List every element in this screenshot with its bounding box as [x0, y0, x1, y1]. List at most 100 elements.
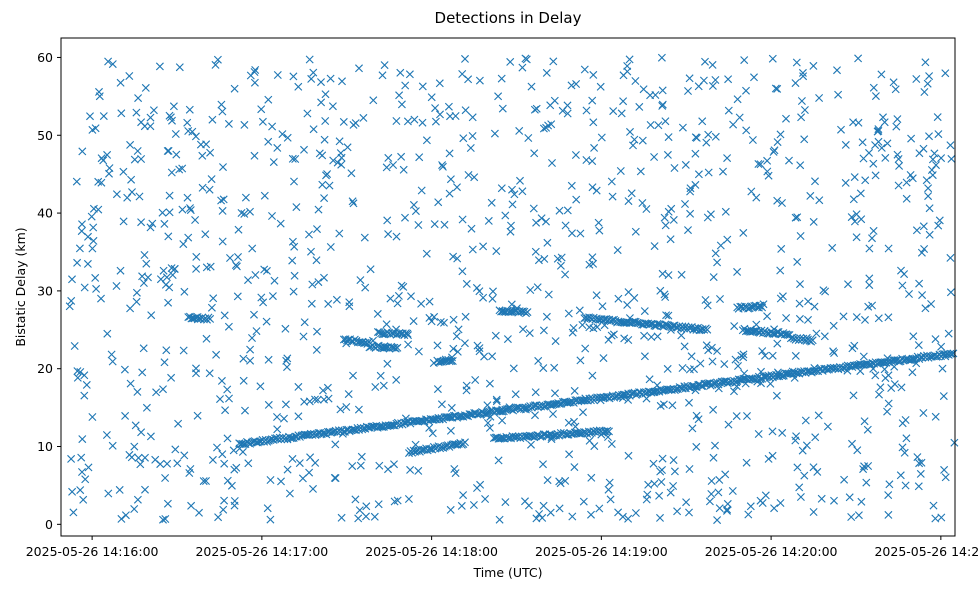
- scatter-point: [704, 168, 713, 177]
- scatter-point: [525, 329, 534, 338]
- chart-title: Detections in Delay: [435, 9, 582, 27]
- track-point: [736, 375, 745, 384]
- track-point: [647, 388, 656, 397]
- scatter-point: [914, 482, 923, 491]
- scatter-point: [208, 455, 217, 464]
- scatter-point: [768, 451, 777, 460]
- scatter-point: [664, 271, 673, 280]
- scatter-point: [950, 438, 959, 447]
- scatter-point: [773, 84, 782, 93]
- scatter-point: [740, 56, 749, 65]
- scatter-point: [218, 107, 227, 116]
- scatter-point: [163, 147, 172, 155]
- scatter-point: [527, 440, 535, 449]
- scatter-point: [841, 178, 850, 187]
- scatter-point: [480, 352, 489, 361]
- scatter-point: [475, 344, 484, 353]
- scatter-point: [686, 187, 695, 196]
- scatter-point: [94, 177, 103, 186]
- y-tick-label: 60: [37, 50, 53, 65]
- scatter-point: [542, 312, 551, 321]
- scatter-point: [613, 246, 622, 255]
- scatter-point: [384, 230, 393, 239]
- scatter-point: [705, 497, 714, 506]
- scatter-point: [356, 461, 365, 470]
- track-point: [765, 373, 774, 382]
- scatter-point: [175, 63, 184, 72]
- scatter-point: [515, 126, 524, 135]
- scatter-point: [511, 390, 520, 399]
- scatter-point: [580, 65, 589, 74]
- scatter-point: [357, 452, 366, 461]
- scatter-point: [107, 350, 116, 359]
- scatter-point: [86, 112, 94, 121]
- x-tick-label: 2025-05-26 14:16:00: [26, 544, 159, 559]
- scatter-point: [457, 501, 466, 510]
- scatter-point: [853, 446, 862, 455]
- scatter-point: [425, 313, 434, 322]
- scatter-point: [723, 499, 732, 508]
- scatter-point: [716, 241, 725, 250]
- scatter-point: [401, 213, 409, 222]
- scatter-point: [300, 397, 309, 406]
- scatter-point: [619, 97, 628, 106]
- scatter-point: [130, 505, 139, 513]
- scatter-point: [927, 300, 936, 308]
- scatter-point: [289, 287, 298, 296]
- scatter-point: [874, 314, 883, 323]
- scatter-point: [624, 451, 633, 460]
- scatter-point: [491, 331, 500, 340]
- track-point: [757, 326, 766, 335]
- scatter-point: [704, 346, 713, 355]
- track-point: [808, 336, 817, 345]
- scatter-point: [220, 311, 229, 320]
- scatter-point: [595, 504, 604, 513]
- scatter-point: [729, 120, 738, 129]
- x-axis-label: Time (UTC): [472, 565, 542, 580]
- scatter-point: [308, 280, 317, 289]
- scatter-point: [224, 322, 233, 331]
- scatter-point: [320, 395, 328, 404]
- scatter-point: [912, 226, 921, 235]
- scatter-point: [555, 206, 564, 215]
- scatter-point: [940, 465, 949, 474]
- scatter-point: [328, 102, 337, 111]
- scatter-point: [791, 79, 800, 88]
- track-point: [521, 403, 530, 412]
- scatter-point: [273, 71, 282, 79]
- scatter-point: [874, 137, 883, 146]
- scatter-point: [655, 491, 664, 500]
- scatter-point: [137, 118, 146, 127]
- scatter-point: [670, 164, 679, 172]
- track-point: [360, 339, 369, 348]
- y-tick-label: 50: [37, 128, 53, 143]
- scatter-point: [339, 117, 348, 126]
- scatter-point: [677, 331, 686, 340]
- track-point: [461, 438, 469, 447]
- scatter-point: [661, 293, 670, 301]
- scatter-point: [864, 302, 873, 311]
- scatter-point: [167, 264, 176, 273]
- scatter-point: [338, 77, 346, 86]
- scatter-point: [288, 154, 297, 163]
- scatter-point: [649, 459, 658, 468]
- scatter-point: [178, 164, 187, 173]
- track-point: [580, 314, 589, 323]
- scatter-point: [404, 340, 413, 349]
- scatter-point: [534, 256, 543, 265]
- scatter-point: [879, 113, 887, 122]
- scatter-point: [138, 272, 147, 281]
- scatter-point: [594, 218, 603, 227]
- scatter-point: [572, 80, 581, 88]
- scatter-point: [690, 365, 698, 374]
- scatter-point: [134, 94, 143, 103]
- scatter-point: [307, 74, 316, 83]
- track-point: [605, 427, 613, 436]
- scatter-point: [754, 160, 763, 168]
- scatter-point: [305, 468, 314, 477]
- scatter-point: [719, 167, 727, 176]
- scatter-point: [743, 412, 751, 420]
- scatter-point: [804, 315, 812, 324]
- scatter-point: [175, 165, 184, 174]
- scatter-point: [708, 60, 717, 69]
